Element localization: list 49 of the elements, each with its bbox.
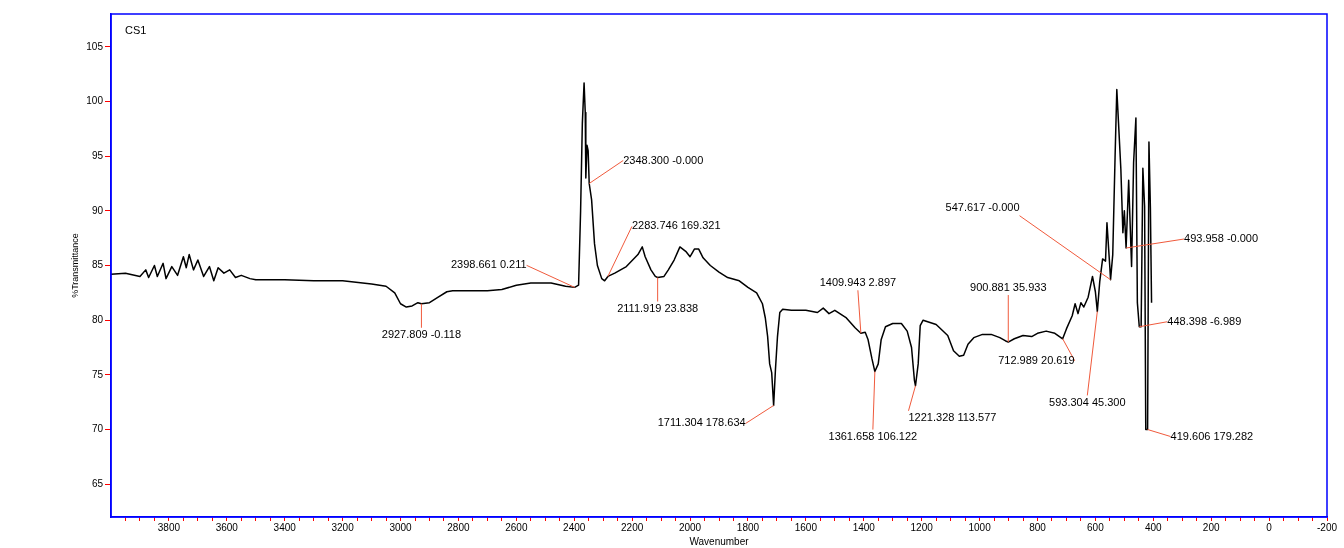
y-tick-label: 85 [91, 259, 104, 271]
annotation: 448.398 -6.989 [1167, 314, 1242, 327]
x-tick-label: 2000 [678, 521, 702, 533]
annotation: 1409.943 2.897 [819, 275, 897, 288]
x-tick-label: 600 [1087, 521, 1105, 533]
x-tick-label: 200 [1202, 521, 1220, 533]
x-tick-label: 2800 [447, 521, 470, 533]
x-tick-label: 3200 [331, 521, 355, 533]
x-tick-label: -200 [1316, 521, 1338, 533]
x-tick-label: 800 [1029, 521, 1047, 533]
y-tick-label: 100 [86, 95, 104, 107]
y-tick-label: 95 [91, 149, 104, 161]
annotation: 2398.661 0.211 [450, 258, 527, 271]
annotation: 493.958 -0.000 [1184, 232, 1259, 245]
x-tick-label: 3400 [273, 521, 297, 533]
annotation: 547.617 -0.000 [945, 201, 1020, 214]
y-tick-label: 105 [86, 40, 104, 52]
x-tick-label: 1800 [736, 521, 760, 533]
annotation: 712.989 20.619 [998, 353, 1075, 366]
annotation: 2283.746 169.321 [631, 219, 721, 232]
annotation: 900.881 35.933 [970, 280, 1047, 293]
x-tick-label: 1200 [910, 521, 934, 533]
annotation: 1711.304 178.634 [657, 416, 746, 429]
annotation: 2348.300 -0.000 [623, 153, 704, 166]
x-tick-label: 0 [1266, 521, 1273, 533]
annotation: 2111.919 23.838 [617, 302, 699, 315]
y-tick-label: 75 [91, 368, 104, 380]
annotation: 1221.328 113.577 [908, 411, 997, 424]
annotation: 1361.658 106.122 [828, 430, 918, 443]
x-tick-label: 2400 [563, 521, 586, 533]
y-axis-title: %Transmittance [69, 233, 80, 298]
x-tick-label: 2600 [505, 521, 528, 533]
y-tick-label: 70 [91, 423, 104, 435]
annotation: 593.304 45.300 [1049, 395, 1126, 408]
annotation: 2927.809 -0.118 [381, 328, 462, 341]
x-tick-label: 400 [1144, 521, 1163, 533]
x-tick-label: 1600 [794, 521, 818, 533]
x-tick-label: 3800 [157, 521, 181, 533]
y-tick-label: 90 [91, 204, 104, 216]
annotation: 419.606 179.282 [1170, 429, 1254, 442]
y-tick-label: 65 [91, 477, 104, 489]
text: CS1 [125, 24, 147, 37]
x-tick-label: 2200 [621, 521, 644, 533]
x-tick-label: 1000 [968, 521, 992, 533]
x-tick-label: 1400 [852, 521, 876, 533]
x-axis-title: Wavenumber [689, 535, 750, 547]
x-tick-label: 3600 [215, 521, 239, 533]
y-tick-label: 80 [91, 313, 104, 325]
x-tick-label: 3000 [389, 521, 413, 533]
